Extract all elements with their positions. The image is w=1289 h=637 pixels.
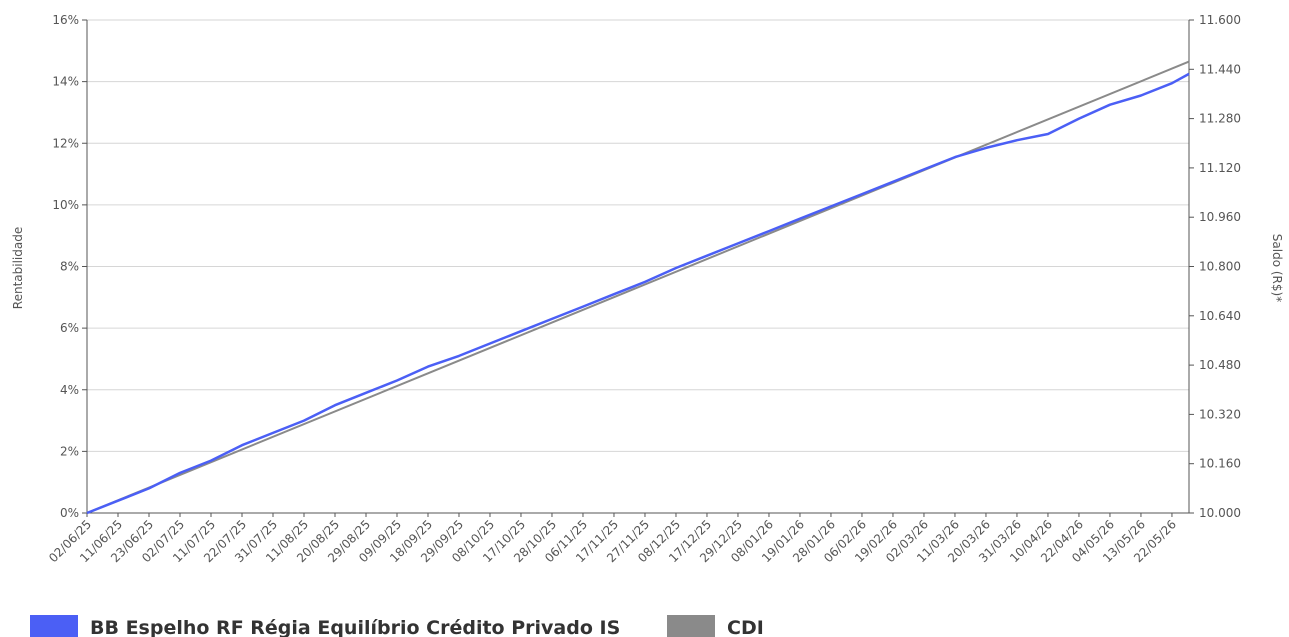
right-tick-label: 11.600 [1199,13,1241,27]
right-tick-label: 10.480 [1199,358,1241,372]
right-tick-label: 10.960 [1199,210,1241,224]
x-axis-ticks: 02/06/2511/06/2523/06/2502/07/2511/07/25… [46,513,1179,565]
right-tick-label: 11.440 [1199,62,1241,76]
y-right-axis-title: Saldo (R$)* [1270,234,1284,302]
left-tick-label: 12% [52,136,79,150]
series-lines [86,60,1190,515]
left-tick-label: 2% [60,444,79,458]
left-axis-ticks: 0% 2% 4% 6% 8% 10% 12% 14% 16% [52,13,87,520]
right-tick-label: 10.000 [1199,506,1241,520]
right-tick-label: 10.640 [1199,309,1241,323]
right-axis-ticks: 10.000 10.160 10.320 10.480 10.640 10.800 10.9… [1189,13,1241,520]
grid-lines [87,19,1189,514]
legend-swatch-fund [30,615,78,637]
legend-label-cdi: CDI [727,617,764,637]
left-tick-label: 4% [60,383,79,397]
left-tick-label: 8% [60,260,79,274]
right-tick-label: 10.800 [1199,260,1241,274]
left-tick-label: 6% [60,321,79,335]
legend-swatch-cdi [667,615,715,637]
left-tick-label: 16% [52,13,79,27]
legend: BB Espelho RF Régia Equilíbrio Crédito P… [30,615,764,637]
series-line-cdi[interactable] [86,60,1190,514]
series-line-fund[interactable] [86,72,1190,515]
left-tick-label: 14% [52,75,79,89]
right-tick-label: 10.320 [1199,407,1241,421]
left-tick-label: 10% [52,198,79,212]
legend-item-cdi[interactable]: CDI [667,615,764,637]
right-tick-label: 11.280 [1199,112,1241,126]
right-tick-label: 11.120 [1199,161,1241,175]
y-left-axis-title: Rentabilidade [11,227,25,309]
legend-label-fund: BB Espelho RF Régia Equilíbrio Crédito P… [90,617,620,637]
left-tick-label: 0% [60,506,79,520]
legend-item-fund[interactable]: BB Espelho RF Régia Equilíbrio Crédito P… [30,615,620,637]
right-tick-label: 10.160 [1199,457,1241,471]
